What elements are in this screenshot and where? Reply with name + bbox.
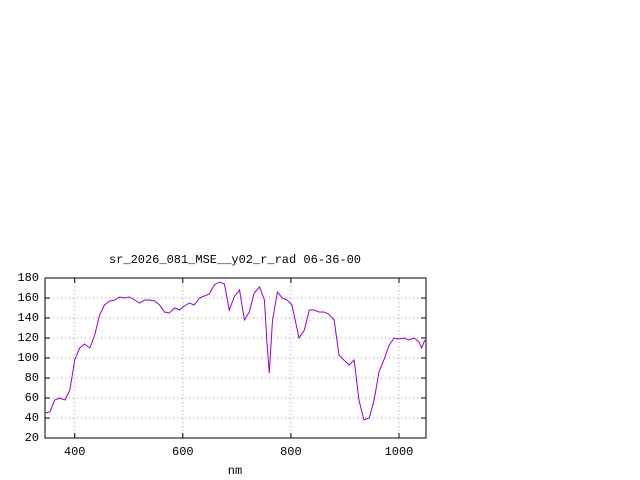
y-tick-label: 60 [25,391,39,405]
x-axis-label: nm [228,464,242,478]
y-tick-label: 100 [17,351,39,365]
y-tick-label: 140 [17,311,39,325]
x-tick-label: 800 [280,445,302,459]
chart-title: sr_2026_081_MSE__y02_r_rad 06-36-00 [109,253,361,267]
y-tick-label: 160 [17,291,39,305]
y-tick-label: 40 [25,411,39,425]
x-tick-label: 600 [172,445,194,459]
y-tick-label: 80 [25,371,39,385]
x-tick-label: 1000 [385,445,414,459]
x-tick-label: 400 [64,445,86,459]
y-tick-label: 120 [17,331,39,345]
y-tick-label: 20 [25,431,39,445]
data-line [44,281,426,421]
plot-frame [44,277,427,439]
y-tick-label: 180 [17,271,39,285]
